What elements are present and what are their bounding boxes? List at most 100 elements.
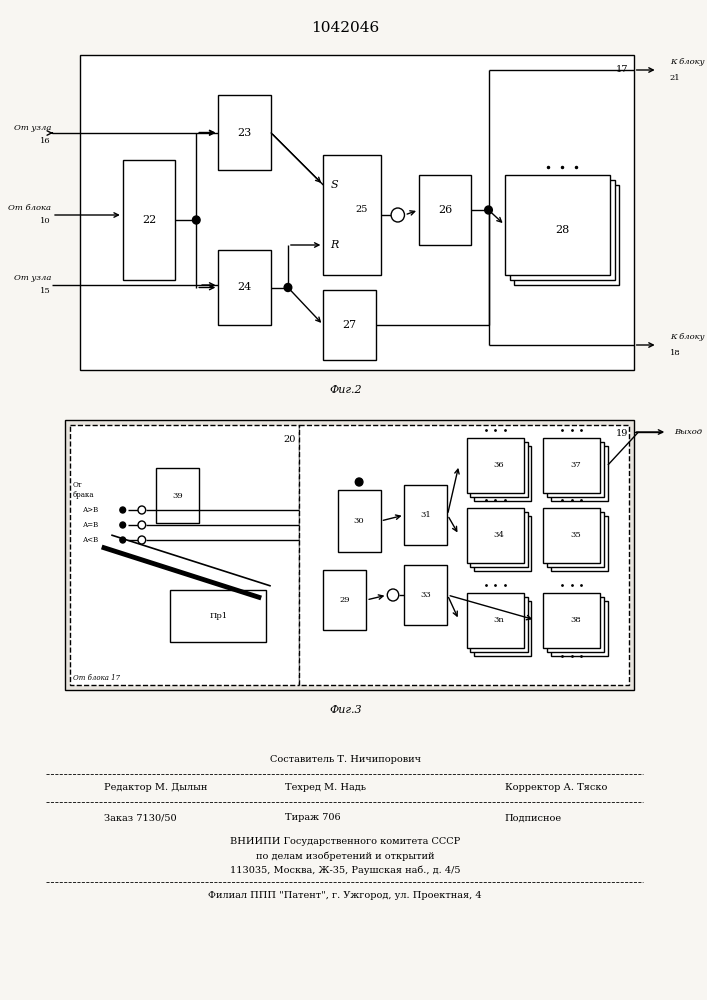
Text: А>В: А>В: [83, 506, 99, 514]
Bar: [70, 425, 300, 685]
Bar: [551, 600, 608, 656]
Text: 37: 37: [570, 461, 581, 469]
Bar: [514, 185, 619, 285]
Text: Техред М. Надь: Техред М. Надь: [285, 784, 366, 792]
Text: по делам изобретений и открытий: по делам изобретений и открытий: [256, 851, 435, 861]
Bar: [323, 290, 376, 360]
Circle shape: [138, 536, 146, 544]
Text: 10: 10: [40, 217, 51, 225]
Bar: [551, 446, 608, 500]
Bar: [123, 160, 175, 280]
Bar: [547, 442, 604, 496]
Circle shape: [192, 216, 200, 224]
Bar: [170, 590, 266, 642]
Bar: [474, 600, 532, 656]
Bar: [543, 508, 600, 562]
Text: 24: 24: [238, 282, 252, 292]
Circle shape: [138, 506, 146, 514]
Bar: [404, 565, 448, 625]
Text: Заказ 7130/50: Заказ 7130/50: [104, 814, 176, 822]
Circle shape: [120, 537, 126, 543]
Text: 18: 18: [670, 349, 681, 357]
Bar: [323, 155, 380, 275]
Text: А=В: А=В: [83, 521, 99, 529]
Bar: [505, 175, 610, 275]
Text: Филиал ППП "Патент", г. Ужгород, ул. Проектная, 4: Филиал ППП "Патент", г. Ужгород, ул. Про…: [209, 892, 482, 900]
Text: Тираж 706: Тираж 706: [285, 814, 341, 822]
Text: От блока 17: От блока 17: [73, 674, 120, 682]
Text: 31: 31: [421, 511, 431, 519]
Bar: [156, 468, 199, 523]
Text: S: S: [331, 180, 339, 190]
Text: 20: 20: [284, 434, 296, 444]
Text: 28: 28: [555, 225, 569, 235]
Text: 26: 26: [438, 205, 452, 215]
Text: Редактор М. Дылын: Редактор М. Дылын: [104, 784, 207, 792]
Text: Корректор А. Тяско: Корректор А. Тяско: [505, 784, 607, 792]
Circle shape: [356, 478, 363, 486]
Text: 38: 38: [570, 616, 581, 624]
Bar: [510, 180, 614, 280]
Text: 17: 17: [616, 64, 629, 74]
Text: 16: 16: [40, 137, 51, 145]
Text: 15: 15: [40, 287, 51, 295]
Text: От
брака: От брака: [73, 481, 95, 499]
Text: От блока: От блока: [8, 204, 51, 212]
Bar: [470, 596, 527, 652]
Text: Составитель Т. Ничипорович: Составитель Т. Ничипорович: [270, 756, 421, 764]
Bar: [338, 490, 380, 552]
Circle shape: [120, 522, 126, 528]
Circle shape: [284, 284, 292, 292]
Bar: [404, 485, 448, 545]
Bar: [543, 438, 600, 492]
Text: 35: 35: [570, 531, 581, 539]
Bar: [300, 425, 629, 685]
Text: 27: 27: [342, 320, 356, 330]
Circle shape: [485, 206, 492, 214]
Circle shape: [391, 208, 404, 222]
Bar: [66, 420, 633, 690]
Bar: [218, 250, 271, 325]
Bar: [467, 438, 524, 492]
Text: 19: 19: [616, 430, 629, 438]
Text: 29: 29: [339, 596, 350, 604]
Text: Пр1: Пр1: [209, 612, 227, 620]
Text: 36: 36: [493, 461, 504, 469]
Text: А<В: А<В: [83, 536, 99, 544]
Text: К блоку: К блоку: [670, 58, 704, 66]
Circle shape: [138, 521, 146, 529]
Circle shape: [387, 589, 399, 601]
Bar: [470, 512, 527, 566]
Text: От узла: От узла: [13, 124, 51, 132]
Bar: [543, 592, 600, 648]
Text: Выход: Выход: [674, 428, 702, 436]
Text: 1042046: 1042046: [311, 21, 380, 35]
Text: 34: 34: [493, 531, 505, 539]
Bar: [547, 596, 604, 652]
Bar: [467, 592, 524, 648]
Text: К блоку: К блоку: [670, 333, 704, 341]
Text: 21: 21: [670, 74, 681, 82]
Bar: [218, 95, 271, 170]
Text: R: R: [331, 240, 339, 250]
Bar: [547, 512, 604, 566]
Text: Фиг.2: Фиг.2: [329, 385, 361, 395]
Text: Подписное: Подписное: [505, 814, 562, 822]
Circle shape: [120, 507, 126, 513]
Bar: [474, 446, 532, 500]
Text: 33: 33: [421, 591, 431, 599]
Text: 3n: 3n: [493, 616, 504, 624]
Text: От узла: От узла: [13, 274, 51, 282]
Bar: [551, 516, 608, 570]
Text: 22: 22: [142, 215, 156, 225]
Bar: [323, 570, 366, 630]
Bar: [470, 442, 527, 496]
Text: 39: 39: [173, 491, 183, 499]
Bar: [80, 55, 633, 370]
Bar: [474, 516, 532, 570]
Text: 23: 23: [238, 127, 252, 137]
Bar: [467, 508, 524, 562]
Text: 30: 30: [354, 517, 364, 525]
Bar: [419, 175, 472, 245]
Text: Фиг.3: Фиг.3: [329, 705, 361, 715]
